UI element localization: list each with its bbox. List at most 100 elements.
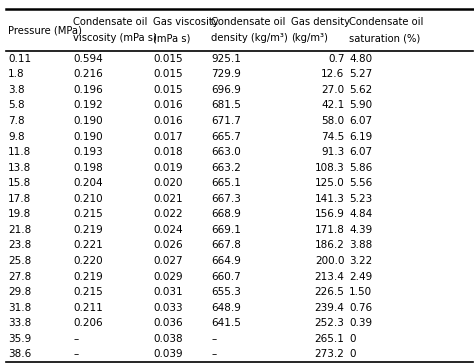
Text: 0.76: 0.76 <box>349 303 373 313</box>
Text: Condensate oil: Condensate oil <box>73 17 148 27</box>
Text: 239.4: 239.4 <box>315 303 345 313</box>
Text: 15.8: 15.8 <box>8 178 31 188</box>
Text: Condensate oil: Condensate oil <box>349 17 424 27</box>
Text: 0.015: 0.015 <box>153 85 182 95</box>
Text: 0.015: 0.015 <box>153 69 182 79</box>
Text: 141.3: 141.3 <box>315 194 345 204</box>
Text: 0.204: 0.204 <box>73 178 103 188</box>
Text: 1.8: 1.8 <box>8 69 25 79</box>
Text: 0.018: 0.018 <box>153 147 182 157</box>
Text: 0.039: 0.039 <box>153 349 182 359</box>
Text: (kg/m³): (kg/m³) <box>291 33 328 43</box>
Text: 729.9: 729.9 <box>211 69 241 79</box>
Text: 0.206: 0.206 <box>73 318 103 328</box>
Text: 1.50: 1.50 <box>349 287 373 297</box>
Text: 0.031: 0.031 <box>153 287 182 297</box>
Text: 0.7: 0.7 <box>328 54 345 64</box>
Text: 171.8: 171.8 <box>315 225 345 235</box>
Text: 667.8: 667.8 <box>211 241 241 250</box>
Text: 0.215: 0.215 <box>73 287 103 297</box>
Text: 0.016: 0.016 <box>153 116 182 126</box>
Text: 0.39: 0.39 <box>349 318 373 328</box>
Text: 648.9: 648.9 <box>211 303 241 313</box>
Text: Pressure (MPa): Pressure (MPa) <box>8 25 82 35</box>
Text: Gas viscosity: Gas viscosity <box>153 17 219 27</box>
Text: 4.39: 4.39 <box>349 225 373 235</box>
Text: 29.8: 29.8 <box>8 287 31 297</box>
Text: 0.036: 0.036 <box>153 318 182 328</box>
Text: 5.56: 5.56 <box>349 178 373 188</box>
Text: 12.6: 12.6 <box>321 69 345 79</box>
Text: 696.9: 696.9 <box>211 85 241 95</box>
Text: 6.07: 6.07 <box>349 147 373 157</box>
Text: 9.8: 9.8 <box>8 131 25 142</box>
Text: –: – <box>73 349 79 359</box>
Text: 0.190: 0.190 <box>73 131 103 142</box>
Text: 0.017: 0.017 <box>153 131 182 142</box>
Text: 5.62: 5.62 <box>349 85 373 95</box>
Text: 19.8: 19.8 <box>8 209 31 219</box>
Text: 0.220: 0.220 <box>73 256 103 266</box>
Text: 6.07: 6.07 <box>349 116 373 126</box>
Text: 3.88: 3.88 <box>349 241 373 250</box>
Text: 0.11: 0.11 <box>8 54 31 64</box>
Text: Condensate oil: Condensate oil <box>211 17 286 27</box>
Text: 0.027: 0.027 <box>153 256 182 266</box>
Text: 660.7: 660.7 <box>211 272 241 282</box>
Text: 0.016: 0.016 <box>153 100 182 110</box>
Text: 0.190: 0.190 <box>73 116 103 126</box>
Text: 13.8: 13.8 <box>8 163 31 173</box>
Text: density (kg/m³): density (kg/m³) <box>211 33 288 43</box>
Text: 21.8: 21.8 <box>8 225 31 235</box>
Text: 0.216: 0.216 <box>73 69 103 79</box>
Text: viscosity (mPa s): viscosity (mPa s) <box>73 33 157 43</box>
Text: saturation (%): saturation (%) <box>349 33 420 43</box>
Text: 125.0: 125.0 <box>315 178 345 188</box>
Text: 663.2: 663.2 <box>211 163 241 173</box>
Text: 925.1: 925.1 <box>211 54 241 64</box>
Text: 58.0: 58.0 <box>321 116 345 126</box>
Text: 0.219: 0.219 <box>73 225 103 235</box>
Text: 3.22: 3.22 <box>349 256 373 266</box>
Text: 0.029: 0.029 <box>153 272 182 282</box>
Text: 4.80: 4.80 <box>349 54 373 64</box>
Text: 0.033: 0.033 <box>153 303 182 313</box>
Text: –: – <box>73 334 79 344</box>
Text: 671.7: 671.7 <box>211 116 241 126</box>
Text: 668.9: 668.9 <box>211 209 241 219</box>
Text: 200.0: 200.0 <box>315 256 345 266</box>
Text: 4.84: 4.84 <box>349 209 373 219</box>
Text: –: – <box>211 349 217 359</box>
Text: Gas density: Gas density <box>291 17 350 27</box>
Text: 0.219: 0.219 <box>73 272 103 282</box>
Text: 27.0: 27.0 <box>321 85 345 95</box>
Text: 5.23: 5.23 <box>349 194 373 204</box>
Text: 0.022: 0.022 <box>153 209 182 219</box>
Text: 0.024: 0.024 <box>153 225 182 235</box>
Text: 0.221: 0.221 <box>73 241 103 250</box>
Text: 74.5: 74.5 <box>321 131 345 142</box>
Text: 0.215: 0.215 <box>73 209 103 219</box>
Text: 665.7: 665.7 <box>211 131 241 142</box>
Text: 11.8: 11.8 <box>8 147 31 157</box>
Text: 5.8: 5.8 <box>8 100 25 110</box>
Text: 0.211: 0.211 <box>73 303 103 313</box>
Text: 0.038: 0.038 <box>153 334 182 344</box>
Text: 5.86: 5.86 <box>349 163 373 173</box>
Text: 33.8: 33.8 <box>8 318 31 328</box>
Text: 265.1: 265.1 <box>315 334 345 344</box>
Text: 3.8: 3.8 <box>8 85 25 95</box>
Text: 186.2: 186.2 <box>315 241 345 250</box>
Text: 2.49: 2.49 <box>349 272 373 282</box>
Text: 226.5: 226.5 <box>315 287 345 297</box>
Text: 669.1: 669.1 <box>211 225 241 235</box>
Text: 35.9: 35.9 <box>8 334 31 344</box>
Text: 0.192: 0.192 <box>73 100 103 110</box>
Text: 0.019: 0.019 <box>153 163 182 173</box>
Text: 665.1: 665.1 <box>211 178 241 188</box>
Text: 663.0: 663.0 <box>211 147 241 157</box>
Text: 17.8: 17.8 <box>8 194 31 204</box>
Text: 0.198: 0.198 <box>73 163 103 173</box>
Text: 25.8: 25.8 <box>8 256 31 266</box>
Text: 0.210: 0.210 <box>73 194 103 204</box>
